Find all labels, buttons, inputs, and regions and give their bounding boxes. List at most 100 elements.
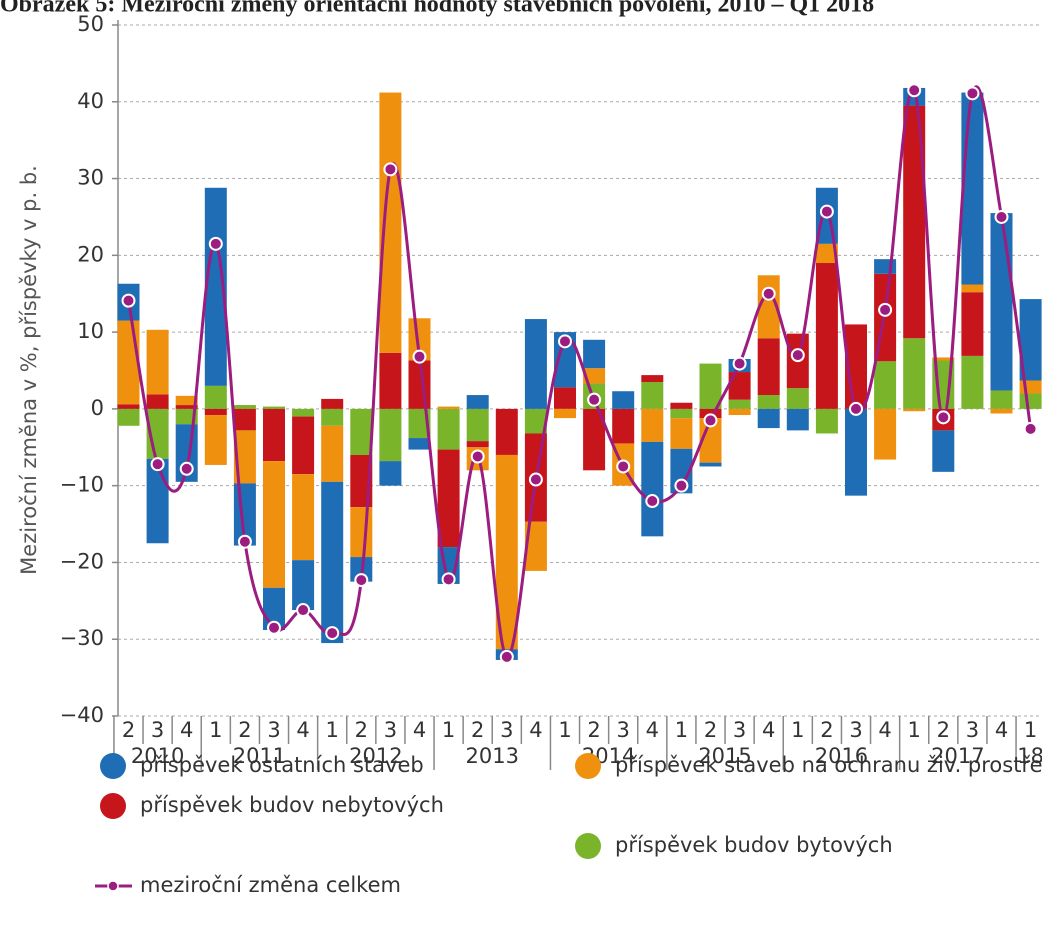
y-tick-label: 20	[77, 242, 104, 266]
bar-segment	[292, 416, 315, 475]
bar-segment	[554, 332, 576, 388]
total-marker	[994, 209, 1009, 224]
bar-segment	[612, 408, 635, 444]
bar-segment	[641, 375, 664, 383]
total-marker	[790, 348, 805, 363]
bar-segment	[233, 405, 256, 409]
bar-segment	[845, 408, 867, 496]
total-marker	[441, 572, 456, 587]
x-tick-label: 4	[995, 718, 1008, 742]
x-tick-label: 3	[384, 718, 397, 742]
bar-segment	[728, 408, 751, 416]
bar-segment	[117, 404, 140, 409]
bar-segment	[495, 454, 518, 650]
bar-segment	[554, 408, 576, 419]
bar-segment	[408, 318, 431, 361]
bar-segment	[146, 329, 169, 395]
x-tick-label: 3	[267, 718, 280, 742]
bar-segment	[583, 408, 606, 471]
bar-segment	[728, 372, 751, 400]
total-marker	[616, 459, 631, 474]
y-tick-label: −30	[60, 626, 104, 650]
bar-segment	[379, 408, 402, 462]
bar-segment	[961, 292, 984, 356]
bar-segment	[641, 408, 664, 442]
bar-segment	[786, 408, 809, 431]
bar-segment	[292, 560, 315, 611]
bar-segment	[641, 382, 664, 409]
year-label: 2013	[466, 744, 519, 768]
bar-segment	[146, 458, 169, 544]
bar-segment	[903, 105, 926, 339]
total-marker	[587, 392, 602, 407]
total-marker	[412, 349, 427, 364]
year-label: 2016	[815, 744, 868, 768]
x-tick-label: 3	[849, 718, 862, 742]
bar-segment	[1019, 380, 1042, 394]
bar-segment	[263, 461, 285, 588]
x-tick-label: 2	[122, 718, 135, 742]
x-tick-label: 4	[413, 718, 426, 742]
bar-segment	[932, 430, 955, 472]
bar-segment	[670, 408, 693, 419]
total-marker	[936, 410, 951, 425]
bar-segment	[961, 92, 984, 285]
bar-segment	[466, 441, 489, 448]
x-tick-label: 4	[878, 718, 891, 742]
x-tick-label: 1	[326, 718, 339, 742]
bar-segment	[117, 320, 140, 405]
chart-title: Obrázek 5: Meziroční změny orientační ho…	[0, 0, 874, 18]
bar-segment	[583, 368, 606, 384]
legend-marker	[107, 880, 119, 892]
x-tick-label: 3	[617, 718, 630, 742]
bar-segment	[786, 388, 809, 409]
bar-segment	[583, 339, 606, 369]
year-label: 18	[1017, 744, 1042, 768]
y-tick-label: −40	[60, 703, 104, 727]
x-tick-label: 1	[791, 718, 804, 742]
bar-segment	[204, 385, 227, 409]
bar-segment	[437, 406, 460, 409]
bar-segment	[932, 357, 955, 361]
total-marker	[674, 478, 689, 493]
x-tick-label: 4	[529, 718, 542, 742]
total-marker	[354, 573, 369, 588]
bar-segment	[263, 406, 285, 409]
bar-segment	[292, 408, 315, 417]
bar-segment	[524, 521, 547, 571]
x-tick-label: 3	[966, 718, 979, 742]
x-tick-label: 4	[296, 718, 309, 742]
total-marker	[703, 413, 718, 428]
bar-segment	[612, 391, 635, 409]
legend-swatch	[100, 793, 126, 819]
bar-segment	[1019, 299, 1042, 381]
total-marker	[819, 204, 834, 219]
bar-segment	[990, 408, 1013, 414]
total-marker	[208, 236, 223, 251]
bar-segment	[670, 402, 693, 409]
bar-segment	[175, 405, 198, 409]
bar-segment	[408, 408, 431, 439]
bar-segment	[874, 361, 897, 409]
bar-segment	[728, 399, 751, 409]
bar-segment	[321, 408, 344, 426]
total-marker	[383, 162, 398, 177]
bar-segment	[699, 462, 722, 467]
y-tick-label: 50	[77, 12, 104, 36]
legend-label: meziroční změna celkem	[140, 873, 401, 897]
x-tick-label: 1	[1024, 718, 1037, 742]
x-tick-label: 2	[355, 718, 368, 742]
legend-swatch	[575, 753, 601, 779]
bar-segment	[408, 438, 431, 450]
bar-segment	[990, 390, 1013, 409]
y-tick-label: 10	[77, 319, 104, 343]
legend-label: příspěvek ostatních staveb	[140, 753, 424, 777]
bar-segment	[554, 387, 576, 409]
year-label: 2015	[698, 744, 751, 768]
x-tick-label: 4	[646, 718, 659, 742]
bar-segment	[757, 395, 780, 409]
x-tick-label: 2	[820, 718, 833, 742]
bar-segment	[437, 449, 460, 548]
x-tick-label: 2	[471, 718, 484, 742]
bar-segment	[204, 187, 227, 386]
